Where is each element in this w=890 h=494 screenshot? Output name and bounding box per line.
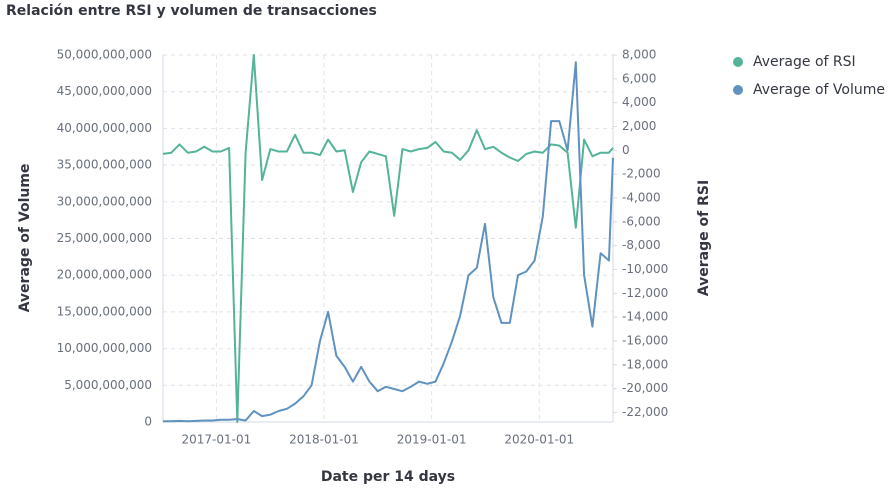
x-tick-label: 2018-01-01 [289, 433, 359, 447]
x-tick-label: 2020-01-01 [504, 433, 574, 447]
y-tick-label: 50,000,000,000 [57, 48, 152, 62]
x-tick-label: 2017-01-01 [181, 433, 251, 447]
y2-tick-label: -12,000 [622, 286, 668, 300]
y-tick-label: 40,000,000,000 [57, 121, 152, 135]
legend-label: Average of Volume [753, 82, 885, 98]
y2-tick-label: 6,000 [622, 71, 656, 85]
legend-marker [733, 57, 743, 67]
y2-tick-label: -16,000 [622, 333, 668, 347]
series-line [162, 54, 614, 423]
y-tick-label: 35,000,000,000 [57, 158, 152, 172]
legend-label: Average of RSI [753, 54, 856, 70]
y2-tick-label: -22,000 [622, 405, 668, 419]
y2-tick-label: 0 [622, 143, 630, 157]
y2-axis-title: Average of RSI [696, 180, 712, 296]
y2-tick-label: 2,000 [622, 119, 656, 133]
chart-title: Relación entre RSI y volumen de transacc… [6, 3, 377, 19]
y2-tick-label: 8,000 [622, 48, 656, 62]
y2-tick-label: -8,000 [622, 238, 661, 252]
y-tick-label: 20,000,000,000 [57, 268, 152, 282]
x-axis-title: Date per 14 days [321, 469, 455, 485]
y-tick-label: 15,000,000,000 [57, 304, 152, 318]
series-line [163, 61, 614, 423]
y2-tick-label: -2,000 [622, 167, 661, 181]
y-tick-label: 30,000,000,000 [57, 194, 152, 208]
y2-tick-label: -20,000 [622, 381, 668, 395]
y2-tick-label: -14,000 [622, 310, 668, 324]
y-tick-label: 25,000,000,000 [57, 231, 152, 245]
y-tick-label: 10,000,000,000 [57, 341, 152, 355]
legend-marker [733, 85, 743, 95]
y2-tick-label: -6,000 [622, 214, 661, 228]
y2-tick-label: 4,000 [622, 95, 656, 109]
y2-tick-label: -10,000 [622, 262, 668, 276]
y2-tick-label: -18,000 [622, 357, 668, 371]
y-tick-label: 45,000,000,000 [57, 84, 152, 98]
y-axis-title: Average of Volume [17, 164, 33, 313]
x-tick-label: 2019-01-01 [397, 433, 467, 447]
y-tick-label: 0 [144, 415, 152, 429]
y2-tick-label: -4,000 [622, 190, 661, 204]
y-tick-label: 5,000,000,000 [64, 378, 152, 392]
